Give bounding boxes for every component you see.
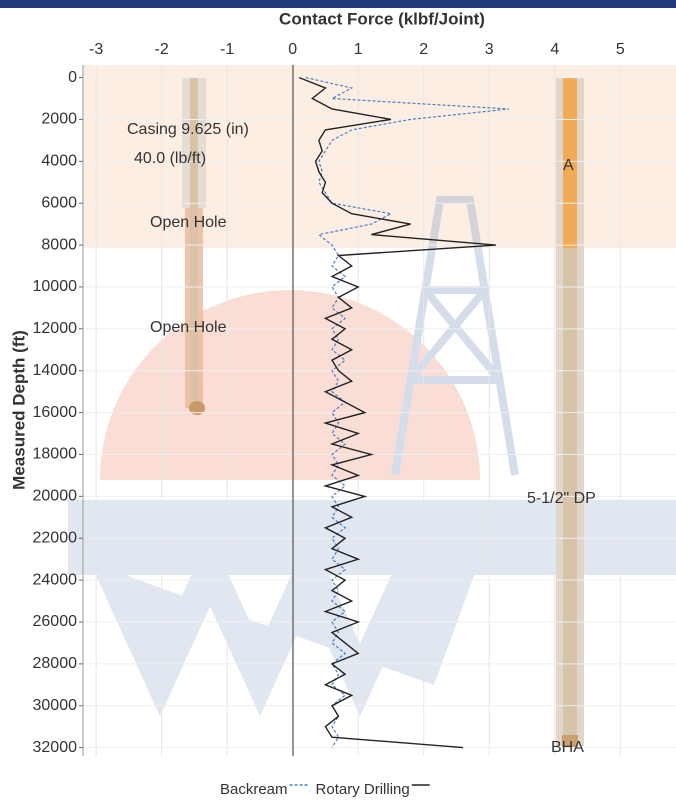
y-tick-label: 14000 [33, 362, 78, 379]
x-tick-label: 2 [419, 41, 428, 58]
y-tick-label: 24000 [33, 571, 78, 588]
annotation: A [563, 157, 574, 174]
legend: Backream Rotary Drilling [220, 781, 430, 798]
x-tick-label: 5 [616, 41, 625, 58]
y-tick-label: 0 [68, 69, 77, 86]
chart-title: Contact Force (klbf/Joint) [279, 9, 485, 28]
y-tick-label: 26000 [33, 613, 78, 630]
x-tick-label: -2 [155, 41, 169, 58]
chart: Contact Force (klbf/Joint) Measured Dept… [0, 0, 676, 803]
annotation: Casing 9.625 (in) [127, 121, 249, 138]
y-tick-label: 2000 [41, 111, 77, 128]
annotation: 5-1/2" DP [527, 490, 596, 507]
x-tick-label: -1 [220, 41, 234, 58]
x-tick-label: 0 [288, 41, 297, 58]
watermark [83, 200, 676, 680]
y-tick-label: 30000 [33, 697, 78, 714]
y-tick-label: 18000 [33, 446, 78, 463]
annotation: Open Hole [150, 214, 227, 231]
annotation: BHA [551, 739, 584, 756]
y-tick-label: 4000 [41, 153, 77, 170]
x-tick-label: -3 [89, 41, 103, 58]
y-tick-label: 22000 [33, 529, 78, 546]
y-tick-label: 16000 [33, 404, 78, 421]
annotation: 40.0 (lb/ft) [134, 150, 206, 167]
y-tick-label: 8000 [41, 236, 77, 253]
y-tick-label: 20000 [33, 488, 78, 505]
y-tick-label: 12000 [33, 320, 78, 337]
legend-label: Backream [220, 781, 288, 798]
x-tick-label: 1 [354, 41, 363, 58]
x-tick-label: 4 [550, 41, 559, 58]
top-banner [0, 0, 676, 8]
y-tick-label: 32000 [33, 739, 78, 756]
x-tick-label: 3 [485, 41, 494, 58]
annotation: Open Hole [150, 319, 227, 336]
legend-label: Rotary Drilling [316, 781, 410, 798]
y-tick-label: 28000 [33, 655, 78, 672]
y-axis-label: Measured Depth (ft) [9, 330, 28, 490]
y-tick-label: 10000 [33, 278, 78, 295]
y-tick-label: 6000 [41, 194, 77, 211]
